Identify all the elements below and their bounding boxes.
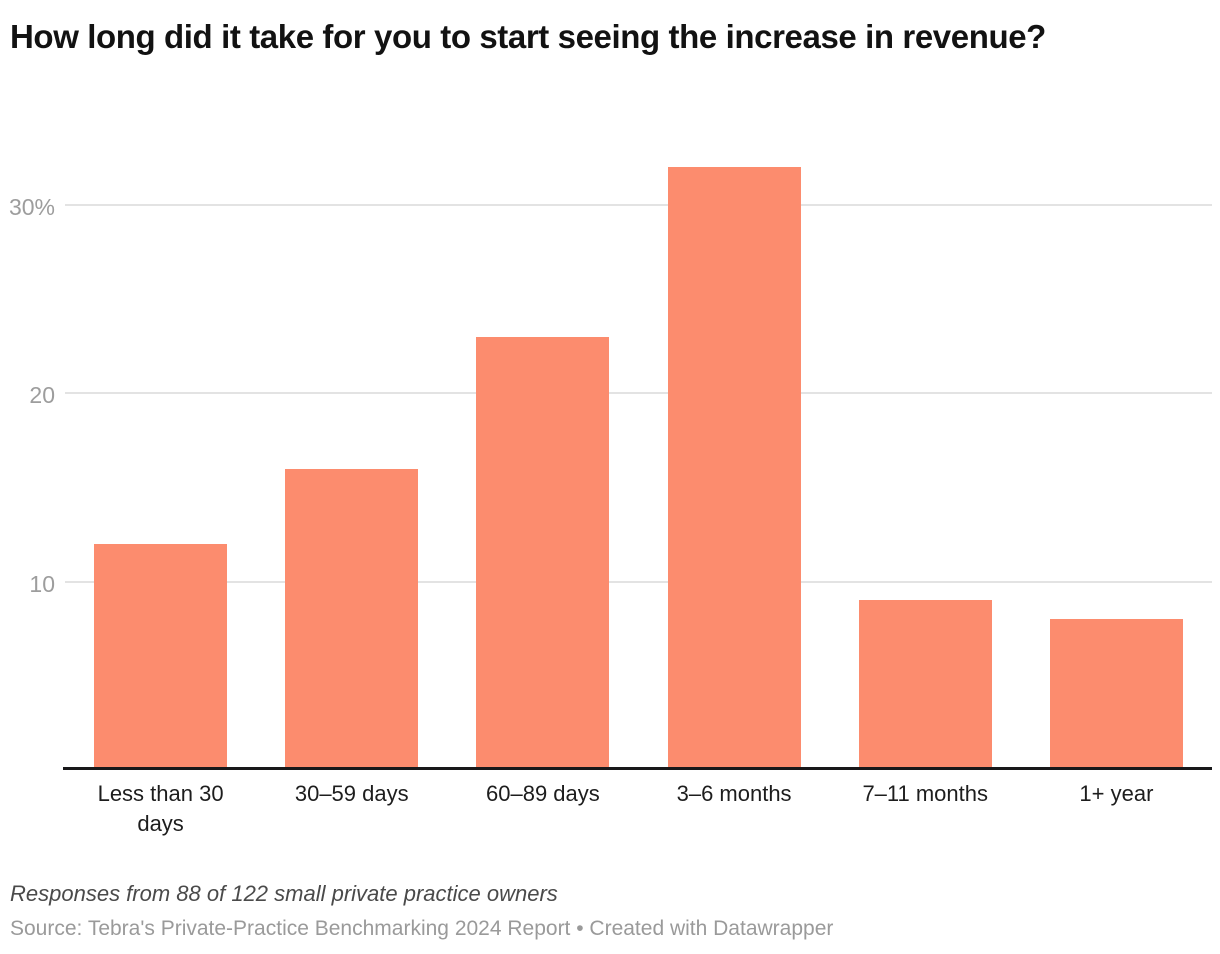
chart-source: Source: Tebra's Private-Practice Benchma… xyxy=(10,917,834,940)
x-axis-line xyxy=(63,767,1212,770)
bar xyxy=(1049,619,1183,770)
chart-notes: Responses from 88 of 122 small private p… xyxy=(10,881,558,906)
bar xyxy=(94,543,227,770)
bar xyxy=(667,167,801,770)
y-tick-label: 30% xyxy=(8,193,55,220)
x-category-label: Less than 30 days xyxy=(97,781,224,836)
x-category-label: 7–11 months xyxy=(862,781,989,806)
gridline xyxy=(65,580,1212,583)
x-category-label: 1+ year xyxy=(1079,781,1154,806)
bar xyxy=(858,600,992,770)
y-tick-label: 10 xyxy=(29,570,55,597)
x-category-label: 3–6 months xyxy=(676,781,792,806)
y-tick-label: 20 xyxy=(29,382,55,409)
x-category-label: 60–89 days xyxy=(486,781,600,806)
gridline xyxy=(65,392,1212,395)
x-category-label: 30–59 days xyxy=(294,781,409,806)
bar xyxy=(476,336,610,770)
gridline xyxy=(65,203,1212,206)
chart-title: How long did it take for you to start se… xyxy=(10,18,1046,55)
bar xyxy=(285,468,419,770)
